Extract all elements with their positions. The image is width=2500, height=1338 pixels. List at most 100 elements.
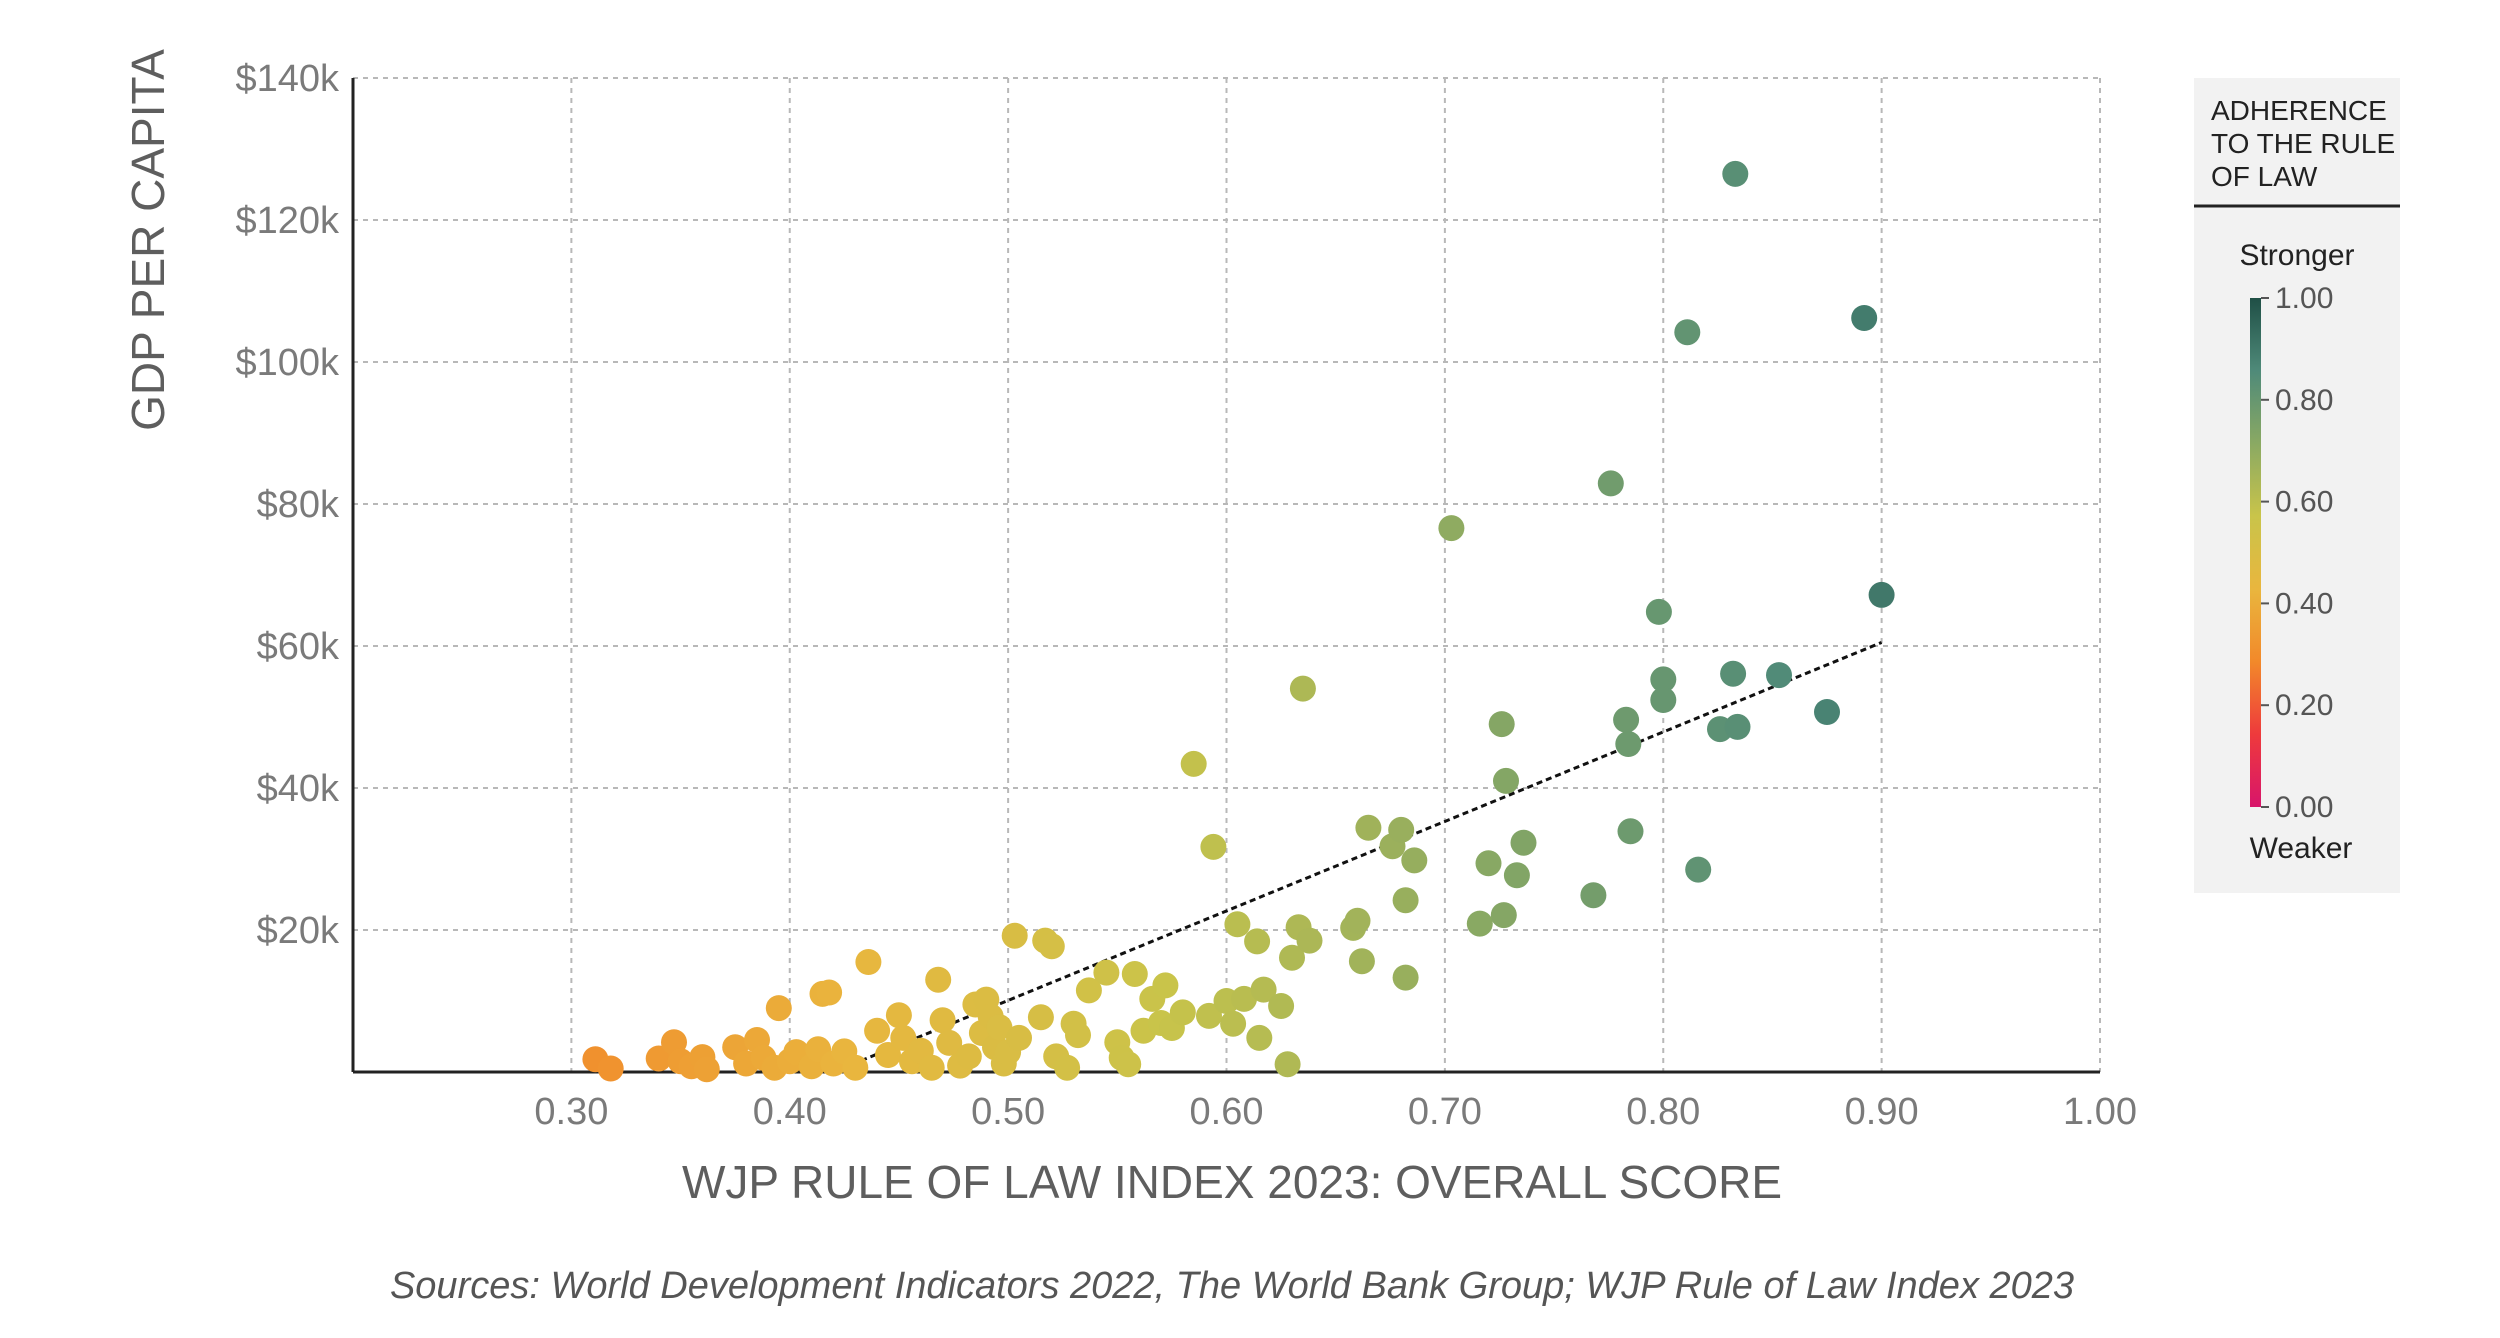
data-point xyxy=(1613,706,1640,733)
x-tick-labels: 0.30 0.40 0.50 0.60 0.70 0.80 0.90 1.00 xyxy=(534,1091,2137,1133)
data-point xyxy=(765,995,792,1022)
data-point xyxy=(925,966,952,993)
x-axis-title: WJP RULE OF LAW INDEX 2023: OVERALL SCOR… xyxy=(682,1156,1782,1208)
data-point xyxy=(1615,731,1642,757)
data-point xyxy=(1250,976,1277,1003)
y-axis-title: GDP PER CAPITA xyxy=(122,49,174,431)
data-point xyxy=(1224,911,1251,938)
x-tick-label: 0.50 xyxy=(971,1091,1045,1133)
data-point xyxy=(1274,1051,1301,1078)
data-point xyxy=(1200,833,1227,860)
data-point xyxy=(1027,1004,1054,1031)
data-point xyxy=(1065,1022,1091,1049)
y-tick-label: $40k xyxy=(257,768,340,810)
data-point xyxy=(1475,850,1502,877)
x-tick-label: 0.30 xyxy=(534,1091,608,1133)
grid xyxy=(353,77,2101,1072)
y-tick-label: $60k xyxy=(257,626,340,668)
data-point xyxy=(1814,699,1840,725)
data-point xyxy=(1650,666,1677,693)
legend-background xyxy=(2194,78,2400,893)
legend-tick-label: 1.00 xyxy=(2275,282,2333,315)
data-point xyxy=(1244,928,1271,955)
data-point xyxy=(1490,902,1517,929)
data-points xyxy=(582,160,1895,1083)
data-point xyxy=(864,1017,891,1044)
data-point xyxy=(1075,977,1102,1004)
data-point xyxy=(1580,882,1607,909)
data-point xyxy=(1392,887,1419,914)
data-point xyxy=(1289,675,1316,702)
legend-title-line-2: TO THE RULE xyxy=(2211,128,2395,159)
data-point xyxy=(1038,933,1065,960)
data-point xyxy=(1348,948,1375,975)
data-point xyxy=(955,1043,982,1070)
data-point xyxy=(1006,1024,1032,1051)
x-tick-label: 0.80 xyxy=(1626,1091,1700,1133)
data-point xyxy=(885,1002,912,1029)
data-point xyxy=(1724,713,1751,740)
data-point xyxy=(1388,816,1415,843)
data-point xyxy=(693,1056,720,1083)
y-tick-label: $120k xyxy=(235,200,340,242)
data-point xyxy=(1279,944,1305,971)
data-point xyxy=(1466,910,1493,937)
data-point xyxy=(1152,972,1179,999)
data-point xyxy=(1488,711,1515,738)
legend-title-line-3: OF LAW xyxy=(2211,161,2318,192)
y-tick-label: $80k xyxy=(257,484,340,526)
data-point xyxy=(1220,1010,1247,1037)
data-point xyxy=(986,1014,1013,1041)
trendline xyxy=(832,641,1883,1074)
data-point xyxy=(1868,581,1895,608)
legend-title-box xyxy=(2194,78,2400,206)
data-point xyxy=(1720,660,1747,687)
data-point xyxy=(597,1055,624,1082)
legend-tick-label: 0.60 xyxy=(2275,486,2333,519)
data-point xyxy=(842,1054,869,1081)
data-point xyxy=(1851,305,1878,331)
data-point xyxy=(1392,964,1419,991)
legend-title-line-1: ADHERENCE xyxy=(2211,95,2387,126)
data-point xyxy=(855,949,882,975)
data-point xyxy=(1093,959,1120,986)
data-point xyxy=(929,1007,956,1034)
data-point xyxy=(1597,470,1624,497)
legend-color-bar xyxy=(2250,298,2261,807)
legend-tick-label: 0.40 xyxy=(2275,587,2333,620)
legend-tick-label: 0.00 xyxy=(2275,791,2333,824)
legend-ticks: 1.00 0.80 0.60 0.40 0.20 0.00 xyxy=(2261,282,2333,824)
legend-tick-label: 0.80 xyxy=(2275,384,2333,417)
y-tick-label: $140k xyxy=(235,58,340,100)
data-point xyxy=(1617,818,1644,845)
data-point xyxy=(1344,907,1371,934)
data-point xyxy=(1296,927,1323,954)
data-point xyxy=(1645,598,1672,625)
x-tick-label: 0.70 xyxy=(1408,1091,1482,1133)
x-tick-label: 0.60 xyxy=(1190,1091,1264,1133)
data-point xyxy=(1355,814,1382,841)
data-point xyxy=(1054,1054,1081,1081)
trendline-group xyxy=(832,641,1883,1074)
data-point xyxy=(1438,515,1465,542)
source-note: Sources: World Development Indicators 20… xyxy=(390,1265,2074,1307)
data-point xyxy=(936,1029,963,1056)
data-point xyxy=(918,1054,945,1081)
legend-weaker-label: Weaker xyxy=(2250,832,2353,865)
data-point xyxy=(1685,856,1712,883)
legend-stronger-label: Stronger xyxy=(2239,239,2354,272)
data-point xyxy=(1766,662,1792,689)
x-tick-label: 1.00 xyxy=(2063,1091,2137,1133)
data-point xyxy=(1503,862,1530,889)
legend-tick-label: 0.20 xyxy=(2275,689,2333,722)
data-point xyxy=(1401,847,1428,874)
data-point xyxy=(1115,1051,1142,1078)
data-point xyxy=(1180,750,1207,777)
color-legend: ADHERENCE TO THE RULE OF LAW Stronger We… xyxy=(2194,78,2400,893)
data-point xyxy=(1231,985,1257,1012)
data-point xyxy=(1268,993,1295,1019)
data-point xyxy=(1246,1024,1273,1051)
data-point xyxy=(816,979,843,1006)
